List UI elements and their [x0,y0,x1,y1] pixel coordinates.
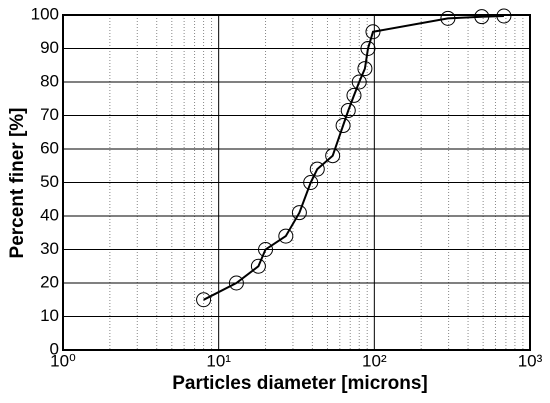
data-point [357,61,373,77]
data-point [346,87,362,103]
data-point [325,148,341,164]
x-tick-label: 10¹ [206,351,231,370]
y-tick-label: 70 [40,105,59,124]
data-point [360,41,376,56]
data-point [228,275,244,291]
x-axis-label: Particles diameter [microns] [172,373,428,394]
data-point [250,258,266,274]
y-tick-label: 0 [50,339,59,358]
data-point [440,10,456,26]
x-tick-label: 10³ [518,351,543,370]
y-tick-label: 40 [40,205,59,224]
data-point [335,118,351,134]
y-tick-label: 20 [40,272,59,291]
y-tick-label: 60 [40,138,59,157]
y-tick-label: 90 [40,38,59,57]
data-line [203,15,504,301]
data-point [278,228,294,244]
x-tick-label: 10² [362,351,387,370]
data-point [496,8,512,24]
y-tick-label: 50 [40,172,59,191]
y-axis-label: Percent finer [%] [7,108,28,259]
data-point [474,9,490,25]
y-tick-label: 10 [40,306,59,325]
y-tick-label: 30 [40,239,59,258]
y-tick-label: 100 [31,4,59,23]
data-point [196,292,212,308]
data-point [351,74,367,90]
data-point [365,24,381,40]
x-tick-label: 10⁰ [50,351,76,370]
plot-frame [62,14,531,351]
data-point [303,175,319,190]
data-point [309,161,325,177]
data-point [340,102,356,118]
data-point [258,242,274,257]
data-point [291,205,307,221]
y-tick-label: 80 [40,71,59,90]
